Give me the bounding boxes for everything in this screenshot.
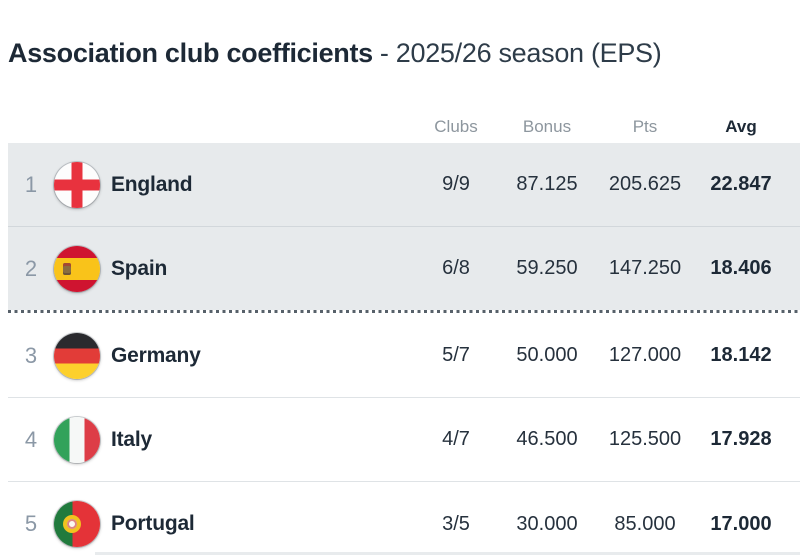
england-flag-icon	[54, 161, 100, 208]
avg-value: 22.847	[710, 173, 772, 195]
page-title: Association club coefficients - 2025/26 s…	[8, 38, 792, 68]
rank-label: 2	[24, 255, 38, 281]
germany-flag-icon	[54, 332, 100, 379]
pts-value: 127.000	[608, 344, 682, 366]
clubs-value: 9/9	[442, 173, 470, 195]
column-header-avg[interactable]: Avg	[725, 116, 757, 136]
country-name: Portugal	[111, 512, 195, 535]
bonus-value: 59.250	[516, 257, 578, 279]
bonus-value: 87.125	[516, 173, 578, 195]
country-name: England	[111, 172, 193, 196]
page-title-main: Association club coefficients	[8, 38, 373, 68]
column-header-bonus[interactable]: Bonus	[522, 116, 572, 136]
bonus-value: 46.500	[516, 428, 578, 450]
table-row-portugal[interactable]: 5 Portugal 3/5 30.000 85.000 17.000	[8, 482, 800, 555]
rank-label: 3	[24, 342, 38, 368]
rank-label: 4	[24, 426, 38, 452]
bonus-value: 50.000	[516, 344, 578, 366]
page-title-season: - 2025/26 season (EPS)	[379, 38, 662, 68]
table-row-italy[interactable]: 4 Italy 4/7 46.500 125.500 17.928	[8, 398, 800, 482]
rank-label: 5	[24, 511, 38, 536]
italy-flag-icon	[54, 416, 100, 463]
clubs-value: 5/7	[442, 344, 470, 366]
pts-value: 85.000	[614, 512, 676, 535]
portugal-flag-icon	[54, 501, 100, 547]
table-row-england[interactable]: 1 England 9/9 87.125 205.625 22.847	[8, 143, 800, 227]
flag-cell	[54, 501, 100, 547]
table-header: Clubs Bonus Pts Avg	[8, 110, 800, 143]
pts-value: 205.625	[608, 173, 682, 195]
avg-value: 18.142	[710, 344, 772, 366]
pts-value: 125.500	[608, 428, 682, 450]
rank-label: 1	[24, 171, 38, 197]
next-row-edge	[95, 552, 800, 555]
column-header-clubs[interactable]: Clubs	[434, 116, 478, 136]
country-name: Spain	[111, 256, 168, 280]
flag-cell	[54, 161, 100, 208]
flag-cell	[54, 245, 100, 292]
clubs-value: 4/7	[442, 428, 470, 450]
table-row-spain[interactable]: 2 Spain 6/8 59.250 147.250 18.406	[8, 227, 800, 310]
clubs-value: 3/5	[442, 512, 470, 535]
country-name: Germany	[111, 343, 201, 367]
pts-value: 147.250	[608, 257, 682, 279]
avg-value: 17.928	[710, 428, 772, 450]
column-header-pts[interactable]: Pts	[632, 116, 658, 136]
flag-cell	[54, 416, 100, 463]
avg-value: 18.406	[710, 257, 772, 279]
spain-flag-icon	[54, 245, 100, 292]
avg-value: 17.000	[710, 512, 772, 535]
flag-cell	[54, 332, 100, 379]
country-name: Italy	[111, 427, 153, 451]
qualification-cutoff-line	[8, 310, 800, 313]
bonus-value: 30.000	[516, 512, 578, 535]
clubs-value: 6/8	[442, 257, 470, 279]
table-row-germany[interactable]: 3 Germany 5/7 50.000 127.000 18.142	[8, 314, 800, 398]
